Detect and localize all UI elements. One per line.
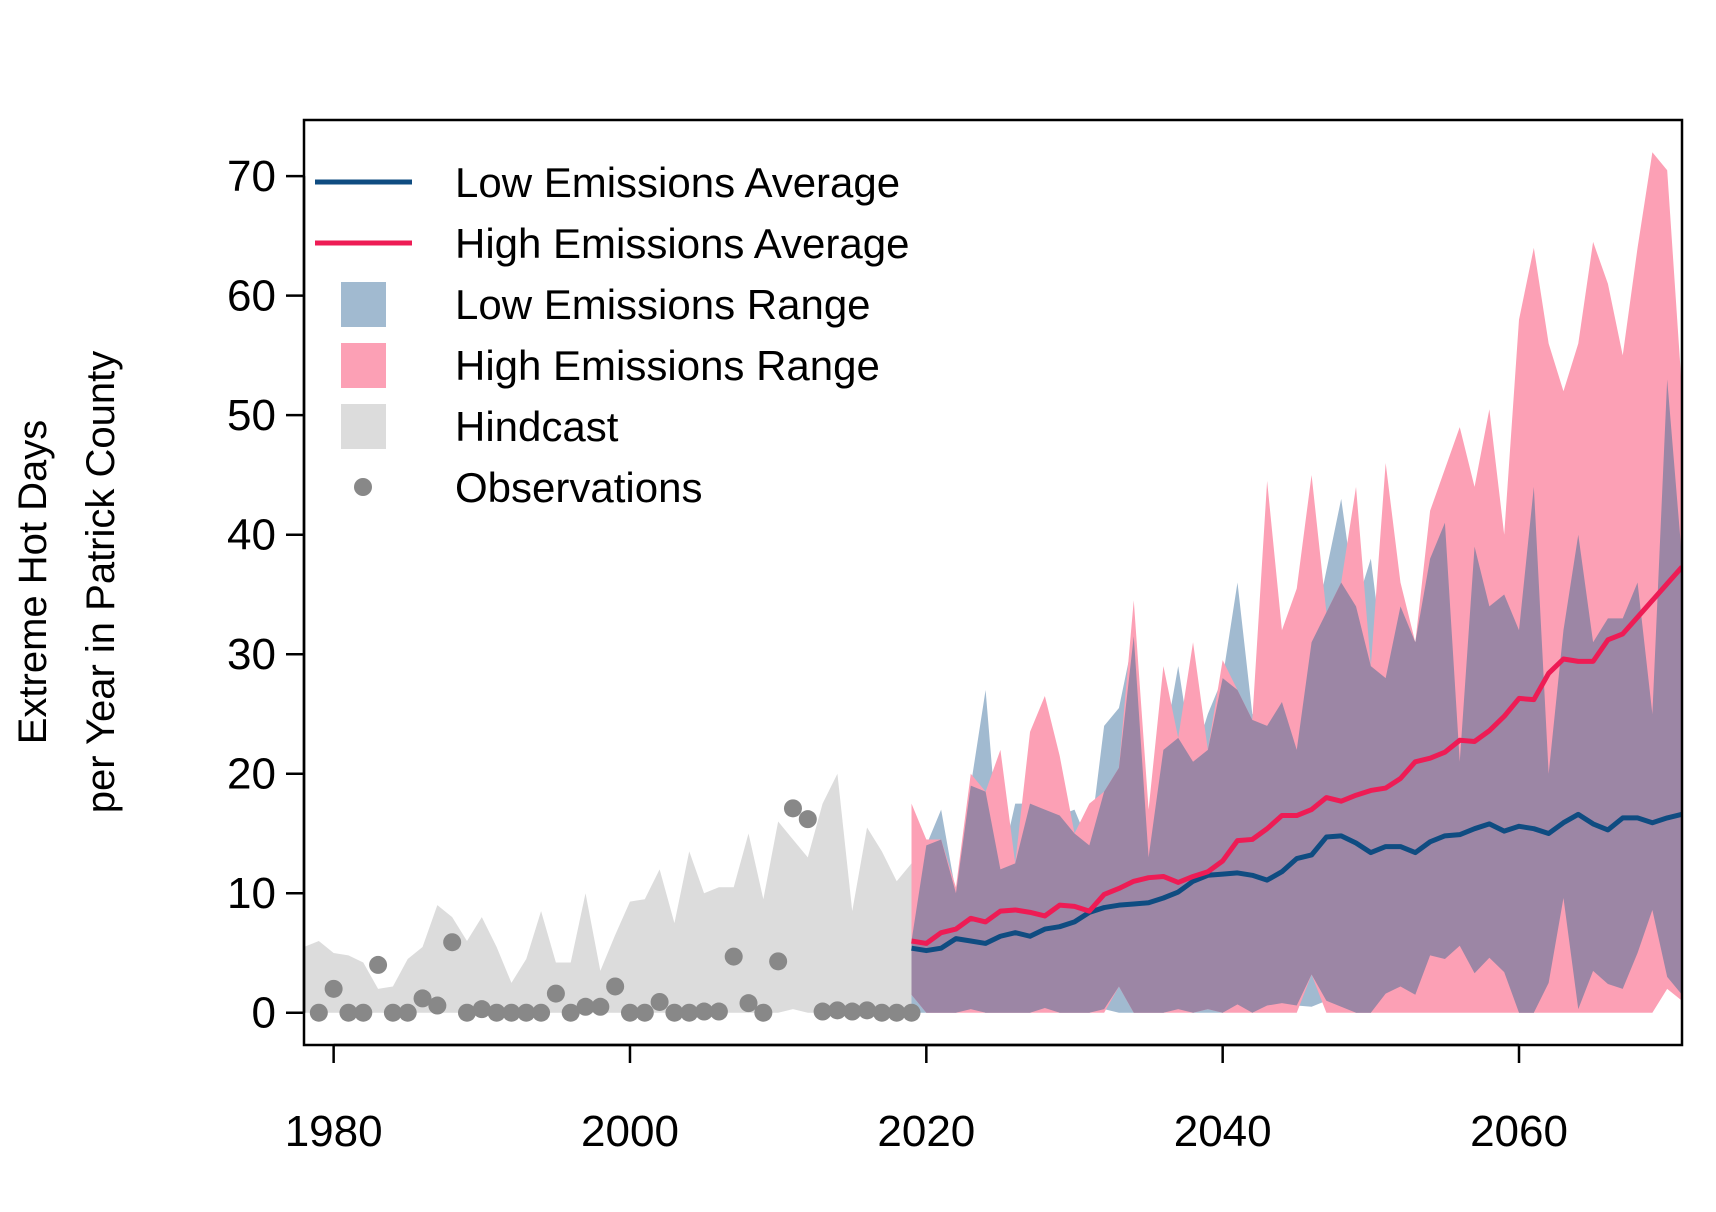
observation-point bbox=[798, 810, 817, 829]
observation-point bbox=[709, 1002, 728, 1021]
x-tick-label: 2000 bbox=[581, 1107, 679, 1156]
y-axis-title: Extreme Hot Days per Year in Patrick Cou… bbox=[11, 351, 123, 813]
observation-point bbox=[783, 799, 802, 818]
observation-point bbox=[472, 1000, 491, 1019]
y-axis: 0 10 20 30 40 50 60 70 bbox=[227, 152, 306, 1038]
high-emissions-average-line bbox=[911, 565, 1682, 946]
observation-point bbox=[383, 1003, 402, 1022]
legend-label-high-average: High Emissions Average bbox=[455, 220, 909, 267]
observation-point bbox=[517, 1003, 536, 1022]
y-tick-label: 60 bbox=[227, 272, 276, 321]
observation-point bbox=[902, 1003, 921, 1022]
y-tick-label: 30 bbox=[227, 630, 276, 679]
legend-label-high-range: High Emissions Range bbox=[455, 342, 880, 389]
observation-point bbox=[546, 984, 565, 1003]
observation-point bbox=[339, 1003, 358, 1022]
legend-swatch-observations bbox=[354, 478, 372, 496]
observation-point bbox=[591, 997, 610, 1016]
observation-point bbox=[769, 952, 788, 971]
y-tick-label: 10 bbox=[227, 869, 276, 918]
y-tick-label: 40 bbox=[227, 511, 276, 560]
range-overlap-band bbox=[911, 379, 1682, 1013]
x-tick-label: 1980 bbox=[285, 1107, 383, 1156]
y-tick-label: 50 bbox=[227, 391, 276, 440]
legend-label-observations: Observations bbox=[455, 464, 702, 511]
observation-point bbox=[443, 933, 462, 952]
observation-point bbox=[858, 1001, 877, 1020]
observation-point bbox=[680, 1003, 699, 1022]
legend-label-hindcast: Hindcast bbox=[455, 403, 619, 450]
legend-label-low-average: Low Emissions Average bbox=[455, 159, 900, 206]
observation-point bbox=[324, 979, 343, 998]
observation-point bbox=[843, 1002, 862, 1021]
x-tick-label: 2020 bbox=[877, 1107, 975, 1156]
observation-point bbox=[532, 1003, 551, 1022]
legend-swatch-low-range bbox=[341, 282, 386, 327]
observation-point bbox=[428, 996, 447, 1015]
observation-point bbox=[487, 1003, 506, 1022]
legend-swatch-high-range bbox=[341, 343, 386, 388]
observation-point bbox=[398, 1003, 417, 1022]
y-tick-label: 70 bbox=[227, 152, 276, 201]
observation-point bbox=[369, 955, 388, 974]
legend: Low Emissions Average High Emissions Ave… bbox=[315, 159, 909, 511]
observation-point bbox=[813, 1002, 832, 1021]
observation-point bbox=[413, 989, 432, 1008]
y-tick-label: 20 bbox=[227, 750, 276, 799]
legend-label-low-range: Low Emissions Range bbox=[455, 281, 871, 328]
observation-point bbox=[695, 1002, 714, 1021]
observation-point bbox=[606, 977, 625, 996]
observation-point bbox=[502, 1003, 521, 1022]
observation-point bbox=[309, 1003, 328, 1022]
observation-point bbox=[576, 997, 595, 1016]
observation-point bbox=[754, 1003, 773, 1022]
observation-point bbox=[665, 1003, 684, 1022]
observation-point bbox=[650, 992, 669, 1011]
y-axis-title-line-2: per Year in Patrick County bbox=[79, 351, 123, 813]
y-tick-label: 0 bbox=[252, 989, 276, 1038]
observation-point bbox=[724, 947, 743, 966]
x-tick-label: 2040 bbox=[1174, 1107, 1272, 1156]
legend-swatch-hindcast bbox=[341, 404, 386, 449]
observation-point bbox=[457, 1003, 476, 1022]
x-axis: 1980 2000 2020 2040 2060 bbox=[285, 1043, 1568, 1156]
low-emissions-average-line bbox=[911, 811, 1682, 954]
observation-point bbox=[887, 1003, 906, 1022]
observation-point bbox=[620, 1003, 639, 1022]
hindcast-band bbox=[304, 773, 912, 1013]
y-axis-title-line-1: Extreme Hot Days bbox=[11, 420, 55, 745]
observation-point bbox=[561, 1003, 580, 1022]
observation-point bbox=[354, 1003, 373, 1022]
x-tick-label: 2060 bbox=[1470, 1107, 1568, 1156]
observation-point bbox=[635, 1003, 654, 1022]
observation-point bbox=[739, 994, 758, 1013]
observation-point bbox=[872, 1003, 891, 1022]
plot-area bbox=[304, 152, 1682, 1022]
observation-point bbox=[828, 1001, 847, 1020]
